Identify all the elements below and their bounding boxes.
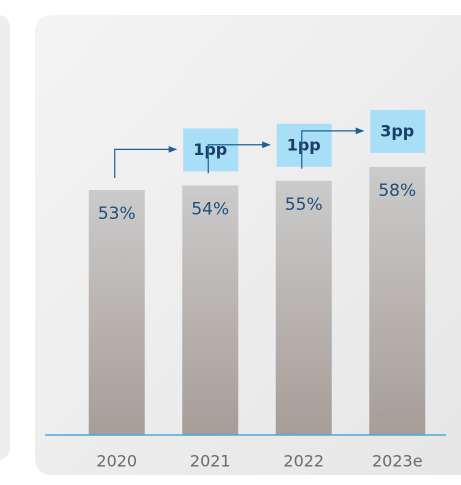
plot: 53% 2020 54% 2021 55% 2022 58% 2023e 1pp 1pp 3pp: [45, 109, 446, 471]
x-tick-label: 2020: [96, 452, 137, 471]
bar: [88, 190, 145, 435]
change-label: 1pp: [193, 140, 227, 159]
x-tick-label: 2021: [190, 452, 231, 471]
bar: [275, 180, 332, 435]
change-box: [183, 128, 239, 172]
value-label: 53%: [98, 204, 136, 224]
change-label: 1pp: [287, 135, 321, 154]
value-label: 55%: [285, 195, 323, 215]
change-arrow: [301, 127, 365, 169]
bar: [182, 185, 239, 435]
side-panel: [0, 15, 10, 460]
value-label: 54%: [191, 199, 229, 219]
bar: [369, 166, 426, 435]
value-label: 58%: [378, 181, 416, 201]
change-arrow: [207, 141, 271, 174]
change-arrow: [114, 146, 178, 179]
x-tick-label: 2023e: [372, 452, 423, 471]
change-label: 3pp: [380, 121, 414, 140]
change-box: [370, 109, 426, 153]
x-tick-label: 2022: [283, 452, 324, 471]
